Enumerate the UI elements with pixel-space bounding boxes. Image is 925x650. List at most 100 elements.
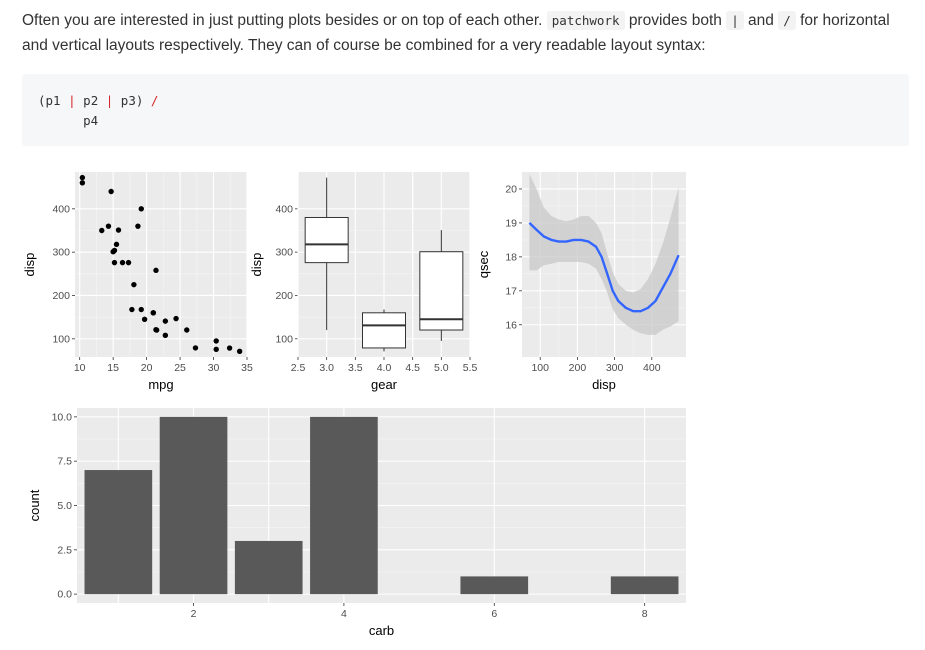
chart1-xtick-label: 30 bbox=[208, 362, 220, 374]
chart4-bar bbox=[84, 470, 153, 595]
chart3-ylabel: qsec bbox=[476, 250, 491, 278]
chart1-point bbox=[192, 345, 199, 351]
chart1-point bbox=[162, 318, 169, 324]
chart3-xtick-label: 300 bbox=[606, 362, 624, 374]
chart2-ytick-label: 300 bbox=[275, 247, 293, 259]
chart1-point bbox=[111, 259, 118, 266]
chart1-panel bbox=[75, 172, 247, 357]
chart4-bar bbox=[159, 416, 228, 595]
chart1-point bbox=[108, 188, 114, 195]
chart1-ytick-label: 100 bbox=[52, 333, 70, 345]
chart2-xtick-label: 4.0 bbox=[377, 362, 392, 374]
chart4-ylabel: count bbox=[27, 489, 42, 521]
chart4-bar bbox=[610, 576, 679, 595]
chart4-panel bbox=[77, 408, 686, 603]
chart1-xtick-label: 20 bbox=[141, 362, 153, 374]
chart4-xtick-label: 8 bbox=[642, 608, 648, 620]
chart1-point bbox=[150, 310, 157, 316]
chart4-xtick-label: 6 bbox=[491, 608, 497, 620]
chart3-panel bbox=[522, 172, 686, 357]
chart3-smooth-line bbox=[528, 222, 680, 313]
chart4-ytick-label: 10.0 bbox=[52, 411, 73, 423]
code-block[interactable]: (p1 | p2 | p3) / p4 bbox=[22, 74, 909, 146]
inline-code-patchwork: patchwork bbox=[546, 11, 625, 30]
code-content: (p1 | p2 | p3) / p4 bbox=[38, 93, 159, 128]
chart1-point bbox=[129, 306, 135, 313]
chart2-ytick-label: 400 bbox=[275, 203, 293, 215]
chart2-xtick-label: 4.5 bbox=[405, 362, 420, 374]
chart1-xtick-label: 15 bbox=[107, 362, 119, 374]
chart4-xtick-label: 2 bbox=[191, 608, 197, 620]
chart4-ytick-label: 5.0 bbox=[57, 500, 72, 512]
chart2-xtick-label: 5.5 bbox=[463, 362, 478, 374]
inline-code-slash: / bbox=[778, 11, 796, 30]
chart1-point bbox=[110, 249, 116, 255]
chart3-confidence-ribbon bbox=[529, 173, 679, 335]
chart4-bar bbox=[460, 576, 529, 595]
chart2-ytick-label: 100 bbox=[275, 333, 293, 345]
chart2-xlabel: gear bbox=[371, 377, 398, 392]
chart1-point bbox=[138, 306, 144, 313]
chart4-xlabel: carb bbox=[369, 623, 394, 638]
intro-text-3: and bbox=[748, 12, 774, 29]
chart2-xtick-label: 3.0 bbox=[319, 362, 334, 374]
chart1-point bbox=[150, 310, 157, 316]
chart1-point bbox=[213, 338, 219, 344]
intro-text-2: provides both bbox=[628, 12, 722, 29]
chart3-xtick-label: 200 bbox=[569, 362, 587, 374]
chart1-point bbox=[79, 174, 86, 181]
chart3-xtick-label: 100 bbox=[531, 362, 549, 374]
chart1-ytick-label: 300 bbox=[52, 247, 70, 259]
chart1-point bbox=[162, 332, 169, 339]
chart1-point bbox=[141, 316, 148, 323]
chart3-ytick-label: 19 bbox=[505, 217, 517, 229]
chart3-ytick-label: 17 bbox=[505, 285, 517, 297]
chart4-bar bbox=[234, 540, 303, 595]
chart4-bar bbox=[310, 416, 378, 595]
chart4-xtick-label: 4 bbox=[341, 608, 347, 620]
chart2-ytick-label: 200 bbox=[275, 290, 293, 302]
chart2-panel bbox=[298, 172, 470, 357]
chart2-ylabel: disp bbox=[249, 253, 264, 277]
chart3-ytick-label: 20 bbox=[505, 183, 517, 195]
chart1-point bbox=[138, 206, 144, 212]
chart3-xlabel: disp bbox=[592, 377, 616, 392]
intro-paragraph: Often you are interested in just putting… bbox=[22, 8, 912, 58]
chart1-point bbox=[153, 267, 159, 274]
chart1-point bbox=[131, 281, 137, 288]
chart1-xtick-label: 10 bbox=[74, 362, 86, 374]
chart2-box bbox=[304, 216, 349, 264]
chart1-point bbox=[153, 327, 159, 333]
chart3-ytick-label: 16 bbox=[505, 319, 517, 331]
chart1-xtick-label: 25 bbox=[174, 362, 186, 374]
chart1-point bbox=[119, 259, 126, 266]
intro-text-1: Often you are interested in just putting… bbox=[22, 12, 543, 29]
chart2-xtick-label: 5.0 bbox=[434, 362, 449, 374]
chart1-point bbox=[184, 327, 190, 333]
chart1-point bbox=[153, 327, 160, 333]
chart1-ytick-label: 200 bbox=[52, 290, 70, 302]
intro-text-4: for horizontal and vertical layouts resp… bbox=[22, 12, 890, 54]
chart2-xtick-label: 3.5 bbox=[348, 362, 363, 374]
inline-code-pipe: | bbox=[726, 11, 744, 30]
chart1-point bbox=[135, 223, 141, 229]
chart1-point bbox=[125, 259, 132, 266]
chart1-point bbox=[99, 227, 105, 234]
chart1-ylabel: disp bbox=[22, 253, 37, 277]
chart1-ytick-label: 400 bbox=[52, 203, 70, 215]
chart2-box bbox=[419, 251, 464, 331]
chart3-xtick-label: 400 bbox=[643, 362, 661, 374]
chart4-ytick-label: 2.5 bbox=[57, 544, 72, 556]
chart1-xtick-label: 35 bbox=[241, 362, 253, 374]
chart1-point bbox=[111, 247, 118, 254]
chart1-point bbox=[105, 223, 112, 229]
chart4-ytick-label: 0.0 bbox=[57, 589, 72, 601]
chart1-point bbox=[115, 227, 122, 233]
chart2-box bbox=[362, 312, 406, 349]
chart1-point bbox=[236, 348, 243, 355]
chart1-point bbox=[79, 180, 86, 186]
chart1-xlabel: mpg bbox=[148, 377, 173, 392]
chart1-point bbox=[226, 345, 233, 351]
chart1-point bbox=[213, 346, 219, 353]
chart2-xtick-label: 2.5 bbox=[291, 362, 306, 374]
